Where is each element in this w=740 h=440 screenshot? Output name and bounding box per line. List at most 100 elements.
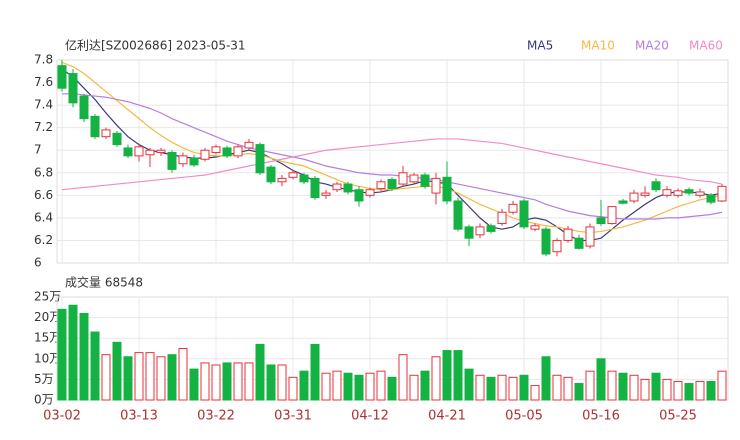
volume-bar	[508, 376, 518, 401]
candle-body	[200, 149, 210, 160]
candle-body	[695, 191, 705, 196]
legend-label: MA10	[581, 39, 615, 53]
candle-body	[629, 192, 639, 202]
y-tick-label: 7.6	[34, 75, 53, 89]
y-tick-label: 6.6	[34, 188, 53, 202]
x-tick-label: 03-02	[43, 409, 81, 424]
volume-bar	[442, 350, 452, 401]
candle-body	[211, 146, 221, 153]
volume-bar	[134, 352, 144, 401]
plot-frame	[56, 59, 729, 264]
chart-title: 亿利达[SZ002686] 2023-05-31	[65, 38, 246, 53]
y-tick-label: 7.2	[34, 120, 53, 134]
candle-body	[662, 189, 672, 196]
volume-bar	[376, 370, 386, 401]
candle-body	[431, 177, 441, 194]
volume-bar	[233, 362, 243, 401]
y-tick-label: 25万	[34, 290, 61, 304]
y-tick-label: 7.4	[34, 98, 53, 112]
candle-body	[497, 211, 507, 225]
volume-bar	[574, 383, 584, 401]
candle-body	[563, 228, 573, 241]
candle-body	[607, 206, 617, 225]
candle-body	[156, 149, 166, 153]
volume-bar	[112, 341, 122, 401]
candle-body	[574, 237, 584, 249]
volume-bar	[409, 374, 419, 401]
candle-body	[420, 174, 430, 187]
candle-body	[519, 200, 529, 228]
volume-bar	[222, 362, 232, 401]
candle-body	[706, 194, 716, 203]
volume-bar	[266, 364, 276, 401]
candle-body	[618, 200, 628, 204]
volume-bar	[299, 370, 309, 401]
candle-body	[332, 183, 342, 191]
volume-title: 成交量 68548	[65, 275, 143, 290]
volume-bar	[321, 372, 331, 401]
volume-bar	[673, 380, 683, 401]
candle-body	[409, 174, 419, 183]
volume-bar	[486, 376, 496, 401]
y-tick-label: 15万	[34, 331, 61, 345]
candle-body	[585, 226, 595, 247]
candle-body	[453, 200, 463, 230]
volume-bar	[387, 376, 397, 401]
volume-bar	[178, 348, 188, 401]
volume-bar	[618, 372, 628, 401]
candle-body	[167, 151, 177, 170]
y-tick-label: 5万	[34, 372, 54, 386]
candle-body	[376, 181, 386, 190]
candle-body	[464, 226, 474, 239]
volume-bar	[123, 356, 133, 401]
candle-body	[530, 225, 540, 230]
candle-body	[365, 189, 375, 196]
candle-body	[387, 179, 397, 190]
x-tick-label: 05-16	[582, 409, 620, 424]
volume-bar	[706, 380, 716, 401]
volume-bar	[255, 343, 265, 401]
candle-body	[112, 132, 122, 146]
volume-bar	[475, 374, 485, 401]
candle-body	[123, 147, 133, 157]
candle-body	[178, 155, 188, 165]
y-tick-label: 6.8	[34, 165, 53, 179]
y-tick-label: 10万	[34, 351, 61, 365]
y-tick-label: 6	[34, 256, 42, 270]
y-tick-label: 0万	[34, 393, 54, 407]
volume-bar	[585, 370, 595, 401]
volume-bar	[354, 374, 364, 401]
x-tick-label: 05-05	[505, 409, 543, 424]
volume-bar	[343, 372, 353, 401]
volume-bar	[563, 376, 573, 401]
legend-label: MA5	[527, 39, 553, 53]
volume-bar	[211, 364, 221, 401]
candle-body	[189, 157, 199, 166]
candle-body	[222, 147, 232, 157]
x-tick-label: 05-25	[659, 409, 697, 424]
candle-body	[68, 73, 78, 104]
volume-bar	[90, 331, 100, 401]
volume-bar	[68, 304, 78, 401]
y-tick-label: 20万	[34, 310, 61, 324]
candle-body	[134, 146, 144, 157]
y-tick-label: 7	[34, 143, 42, 157]
volume-bar	[156, 356, 166, 401]
volume-bar	[79, 312, 89, 401]
volume-bar	[497, 374, 507, 401]
volume-bar	[57, 308, 67, 401]
candle-body	[596, 217, 606, 225]
legend-label: MA20	[635, 39, 669, 53]
candle-body	[640, 192, 650, 196]
candle-body	[673, 190, 683, 196]
volume-bar	[145, 352, 155, 401]
volume-bar	[200, 362, 210, 401]
volume-bar	[464, 368, 474, 401]
candle-body	[684, 189, 694, 194]
volume-bar	[453, 350, 463, 401]
candle-body	[79, 95, 89, 120]
volume-bar	[310, 343, 320, 401]
volume-bar	[365, 372, 375, 401]
candle-body	[277, 177, 287, 183]
